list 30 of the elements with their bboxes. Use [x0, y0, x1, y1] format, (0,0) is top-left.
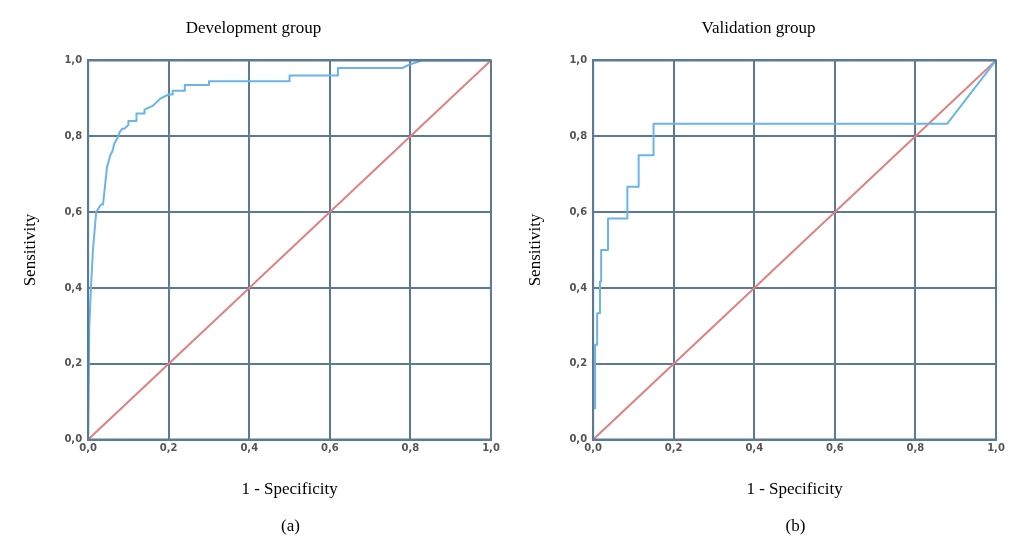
x-tick-label: 0,8 [906, 442, 925, 454]
x-tick-label: 0,4 [745, 442, 764, 454]
y-tick-label: 1,0 [64, 53, 83, 65]
y-axis-title: Sensitivity [19, 213, 39, 287]
y-tick-label: 0,4 [64, 281, 83, 293]
x-axis-title: 1 - Specificity [746, 479, 844, 499]
y-tick-label: 0,2 [569, 357, 588, 369]
x-tick-label: 0,2 [159, 442, 178, 454]
chart-title: Validation group [701, 17, 816, 37]
x-axis-title: 1 - Specificity [241, 479, 339, 499]
y-tick-label: 0,2 [64, 357, 83, 369]
x-tick-label: 0,2 [664, 442, 683, 454]
text: (a) [280, 516, 300, 536]
x-tick-label: 0,8 [401, 442, 420, 454]
x-tick-label: 0,6 [320, 442, 339, 454]
y-tick-label: 1,0 [569, 53, 588, 65]
x-tick-label: 1,0 [987, 442, 1005, 454]
x-tick-label: 0,0 [79, 442, 98, 454]
y-tick-label: 0,6 [569, 205, 588, 217]
x-tick-label: 1,0 [482, 442, 500, 454]
y-tick-label: 0,6 [64, 205, 83, 217]
x-tick-label: 0,6 [825, 442, 844, 454]
x-tick-label: 0,0 [584, 442, 603, 454]
y-tick-label: 0,4 [569, 281, 588, 293]
chart-title: Development group [185, 17, 322, 37]
y-tick-label: 0,8 [64, 129, 83, 141]
y-axis-title: Sensitivity [524, 213, 544, 287]
x-tick-label: 0,4 [240, 442, 259, 454]
text: (b) [784, 516, 806, 536]
y-tick-label: 0,8 [569, 129, 588, 141]
